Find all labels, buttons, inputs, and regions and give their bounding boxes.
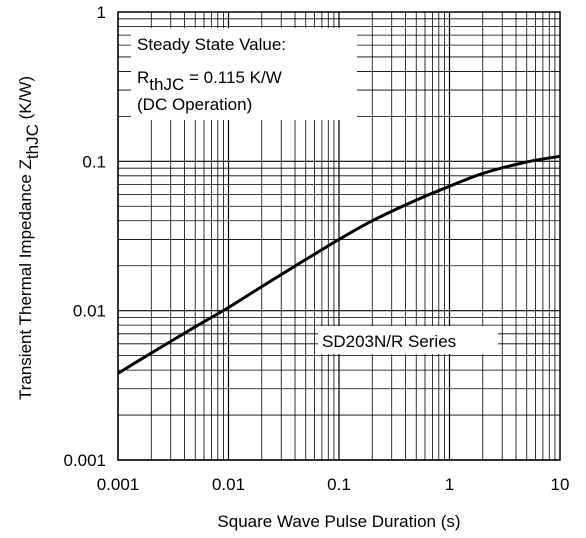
x-axis-label: Square Wave Pulse Duration (s) bbox=[217, 512, 460, 531]
x-tick-label: 0.001 bbox=[97, 475, 140, 494]
plot-frame bbox=[117, 11, 561, 461]
steady-state-line3: (DC Operation) bbox=[137, 95, 252, 114]
x-tick-label: 0.1 bbox=[327, 475, 351, 494]
steady-state-subscript: thJC bbox=[149, 75, 184, 94]
steady-state-line2: RthJC = 0.115 K/W bbox=[137, 68, 282, 94]
y-tick-label: 1 bbox=[97, 3, 106, 22]
y-tick-label: 0.01 bbox=[73, 302, 106, 321]
steady-state-line1: Steady State Value: bbox=[137, 35, 286, 54]
y-axis-label: Transient Thermal Impedance ZthJC (K/W) bbox=[16, 76, 42, 400]
y-axis-label-main: Transient Thermal Impedance Z bbox=[16, 159, 35, 400]
y-tick-label: 0.1 bbox=[82, 152, 106, 171]
series-line bbox=[117, 154, 561, 375]
y-axis-label-subscript: thJC bbox=[23, 124, 42, 159]
steady-state-box bbox=[131, 28, 357, 120]
series-label: SD203N/R Series bbox=[322, 332, 456, 351]
y-axis-label-unit: (K/W) bbox=[16, 76, 35, 124]
steady-state-r: R bbox=[137, 68, 149, 87]
x-tick-label: 10 bbox=[551, 475, 570, 494]
x-tick-labels: 0.001 0.01 0.1 1 10 bbox=[97, 475, 570, 494]
y-tick-labels: 0.001 0.01 0.1 1 bbox=[63, 3, 106, 470]
series-label-box bbox=[318, 326, 498, 354]
y-tick-label: 0.001 bbox=[63, 451, 106, 470]
x-tick-label: 0.01 bbox=[212, 475, 245, 494]
x-tick-label: 1 bbox=[445, 475, 454, 494]
steady-state-value: = 0.115 K/W bbox=[184, 68, 281, 87]
